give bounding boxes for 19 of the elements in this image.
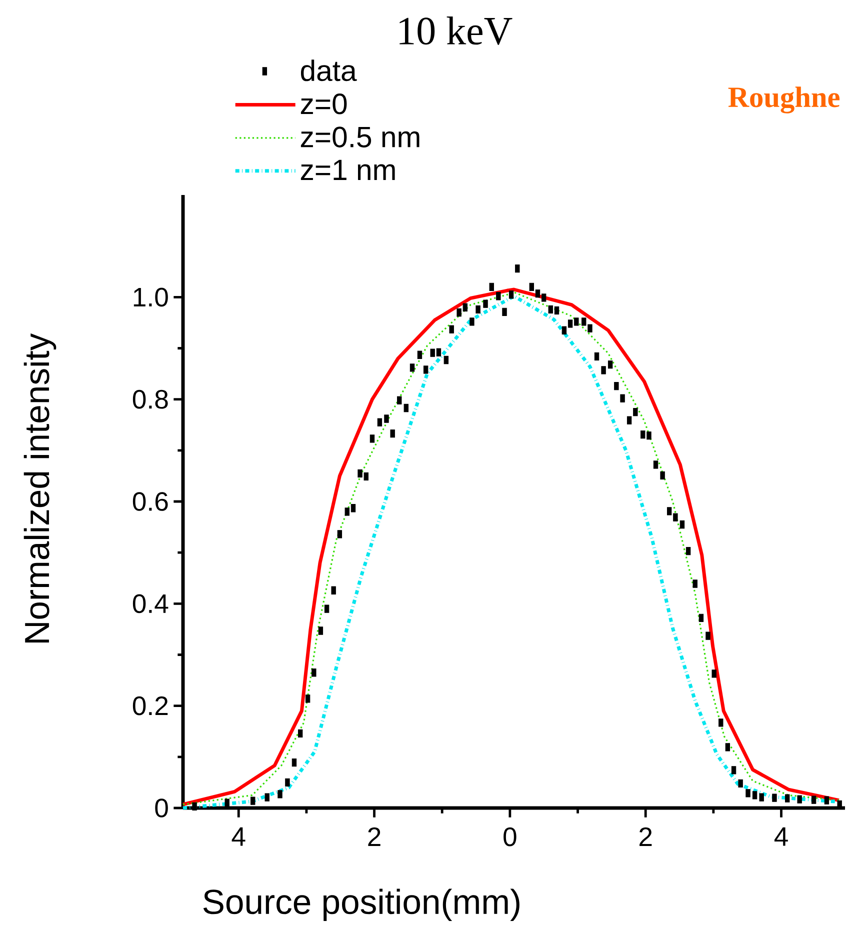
x-tick-label: 0 — [504, 827, 516, 846]
legend-label: z=0.5 nm — [300, 126, 420, 148]
legend-label: data — [300, 60, 357, 82]
x-tick-label: 4 — [232, 827, 246, 846]
y-tick-label: 0.6 — [132, 492, 168, 511]
text: Roughne — [728, 86, 840, 114]
legend-label: z=0 — [300, 94, 347, 114]
y-tick-label: 0 — [155, 798, 168, 818]
y-tick-label: 0.4 — [132, 594, 168, 614]
legend-label: z=1 nm — [300, 160, 395, 180]
x-axis-title: Source position(mm) — [203, 888, 520, 922]
chart-title: 10 keV — [400, 16, 512, 45]
y-axis-title: Normalized intensity — [24, 333, 56, 642]
x-tick-label: 2 — [368, 827, 380, 846]
x-tick-label: 4 — [774, 827, 788, 846]
x-tick-label: 2 — [640, 827, 652, 846]
y-tick-label: 0.8 — [132, 390, 168, 409]
y-tick-label: 1.0 — [134, 288, 168, 307]
y-tick-label: 0.2 — [132, 696, 168, 716]
